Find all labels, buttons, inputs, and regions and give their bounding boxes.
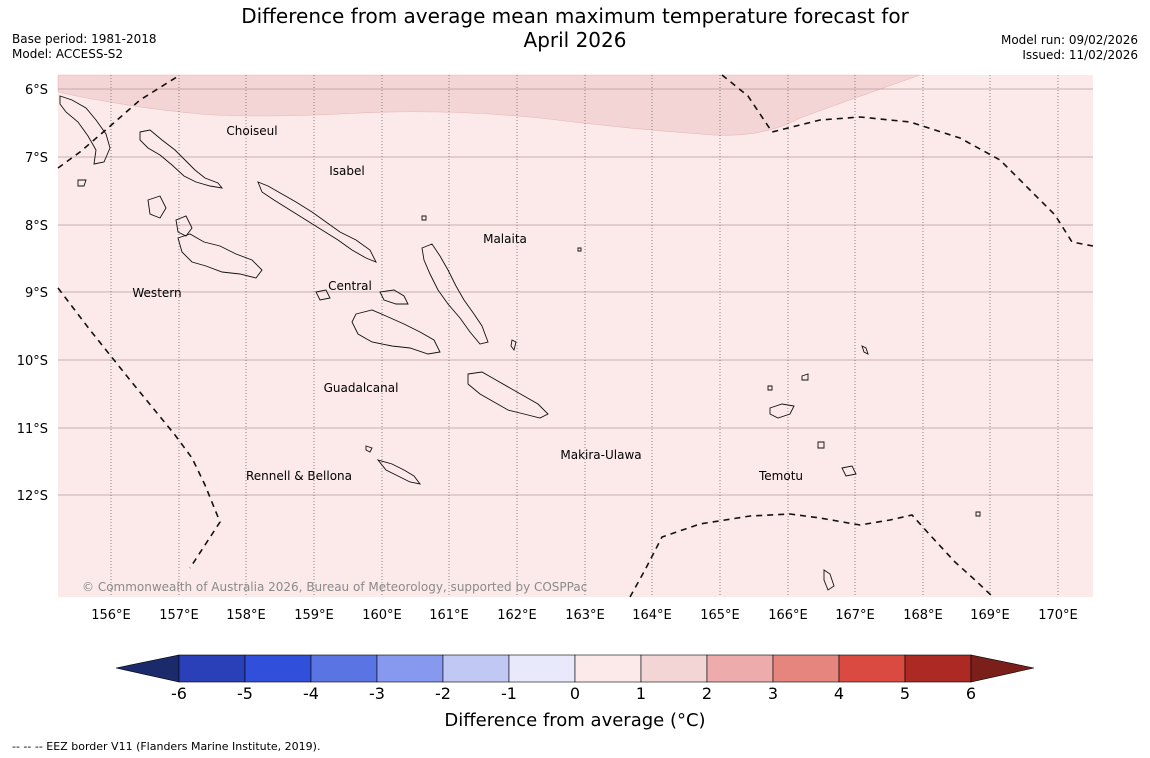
colorbar-ticks: -6 -5 -4 -3 -2 -1 0 1 2 3 4 5 6 <box>171 684 976 700</box>
title-line-1: Difference from average mean maximum tem… <box>241 4 909 28</box>
lon-label: 170°E <box>1038 608 1078 623</box>
vanikoro-island <box>841 465 857 477</box>
russell-islands <box>315 289 331 301</box>
colorbar-tick: -1 <box>501 684 517 700</box>
colorbar-tick: 2 <box>702 684 712 700</box>
islands <box>59 95 981 591</box>
lon-label: 168°E <box>903 608 943 623</box>
colorbar-tick: 4 <box>834 684 844 700</box>
issued-date: Issued: 11/02/2026 <box>1022 48 1138 62</box>
lon-label: 159°E <box>294 608 334 623</box>
isabel-island <box>257 181 377 263</box>
colorbar-tick: 6 <box>966 684 976 700</box>
colorbar-tick: -3 <box>369 684 385 700</box>
region-label-central: Central <box>328 279 372 293</box>
region-labels: Choiseul Isabel Malaita Central Western … <box>132 124 803 483</box>
region-label-choiseul: Choiseul <box>226 124 277 138</box>
lat-gridlines <box>58 88 1093 496</box>
base-period: Base period: 1981-2018 <box>12 32 157 46</box>
colorbar-under-arrow <box>115 654 180 683</box>
lon-gridlines <box>110 75 1059 597</box>
region-label-western: Western <box>132 286 181 300</box>
region-label-malaita: Malaita <box>483 232 527 246</box>
utupua-island <box>817 441 825 449</box>
colorbar-tick: -2 <box>435 684 451 700</box>
bougainville-island <box>59 95 111 165</box>
lon-label: 163°E <box>565 608 605 623</box>
colorbar: -6 -5 -4 -3 -2 -1 0 1 2 3 4 5 6 <box>115 654 1035 700</box>
lon-label: 161°E <box>429 608 469 623</box>
lat-label: 6°S <box>25 83 48 98</box>
meta-left: Base period: 1981-2018 Model: ACCESS-S2 <box>12 32 157 62</box>
eez-border <box>57 74 1094 598</box>
malaita-island <box>421 243 489 345</box>
warm-band <box>57 74 921 136</box>
title-line-2: April 2026 <box>523 28 627 52</box>
anuta-island <box>975 511 981 517</box>
guadalcanal-island <box>351 309 441 355</box>
colorbar-tick: 0 <box>570 684 580 700</box>
colorbar-over-arrow <box>970 654 1035 683</box>
ulawa-island <box>510 339 517 352</box>
model-run: Model run: 09/02/2026 <box>1000 33 1138 47</box>
lon-label: 157°E <box>159 608 199 623</box>
lat-labels: 6°S 7°S 8°S 9°S 10°S 11°S 12°S <box>17 83 48 504</box>
santa-cruz-island <box>769 403 795 419</box>
lon-label: 167°E <box>835 608 875 623</box>
small-island-a <box>421 215 427 221</box>
kolombangara-island <box>147 195 167 219</box>
lon-labels: 156°E 157°E 158°E 159°E 160°E 161°E 162°… <box>91 608 1078 623</box>
region-label-temotu: Temotu <box>758 469 803 483</box>
lat-label: 11°S <box>17 422 48 437</box>
region-label-isabel: Isabel <box>329 164 364 178</box>
region-label-rennell-bellona: Rennell & Bellona <box>246 469 352 483</box>
lon-label: 165°E <box>700 608 740 623</box>
lon-label: 169°E <box>970 608 1010 623</box>
colorbar-tick: -5 <box>237 684 253 700</box>
colorbar-bins <box>178 654 972 683</box>
small-island-c <box>767 385 773 391</box>
model-name: Model: ACCESS-S2 <box>12 47 124 61</box>
copyright-notice: © Commonwealth of Australia 2026, Bureau… <box>82 580 588 594</box>
colorbar-tick: 1 <box>636 684 646 700</box>
meta-right: Model run: 09/02/2026 Issued: 11/02/2026 <box>1001 33 1138 63</box>
lon-label: 160°E <box>362 608 402 623</box>
shortland-islands <box>77 179 87 187</box>
makira-island <box>467 371 549 419</box>
colorbar-tick: 5 <box>900 684 910 700</box>
lon-label: 164°E <box>632 608 672 623</box>
map-background <box>58 75 1093 597</box>
duff-islands <box>861 345 869 355</box>
lon-label: 158°E <box>226 608 266 623</box>
region-label-guadalcanal: Guadalcanal <box>324 381 399 395</box>
choiseul-island <box>139 129 224 189</box>
chart-title: Difference from average mean maximum tem… <box>0 4 1150 52</box>
colorbar-label: Difference from average (°C) <box>444 710 706 731</box>
reef-islands <box>801 373 809 381</box>
lat-label: 10°S <box>17 354 48 369</box>
bellona-island <box>365 445 373 453</box>
lon-label: 156°E <box>91 608 131 623</box>
small-island-b <box>577 247 582 252</box>
region-label-makira-ulawa: Makira-Ulawa <box>560 448 641 462</box>
lon-label: 166°E <box>768 608 808 623</box>
vella-lavella-island <box>175 215 193 237</box>
rennell-island <box>376 459 422 485</box>
tikopia-island <box>823 569 835 591</box>
colorbar-tick: -4 <box>303 684 319 700</box>
eez-footnote: -- -- -- EEZ border V11 (Flanders Marine… <box>12 740 321 753</box>
map-figure: 6°S 7°S 8°S 9°S 10°S 11°S 12°S 156°E 157… <box>17 74 1094 700</box>
colorbar-tick: -6 <box>171 684 187 700</box>
lat-label: 8°S <box>25 219 48 234</box>
lat-label: 9°S <box>25 286 48 301</box>
colorbar-tick: 3 <box>768 684 778 700</box>
lon-label: 162°E <box>497 608 537 623</box>
florida-islands <box>379 289 409 305</box>
lat-label: 12°S <box>17 489 48 504</box>
lat-label: 7°S <box>25 151 48 166</box>
new-georgia-island <box>177 233 263 279</box>
